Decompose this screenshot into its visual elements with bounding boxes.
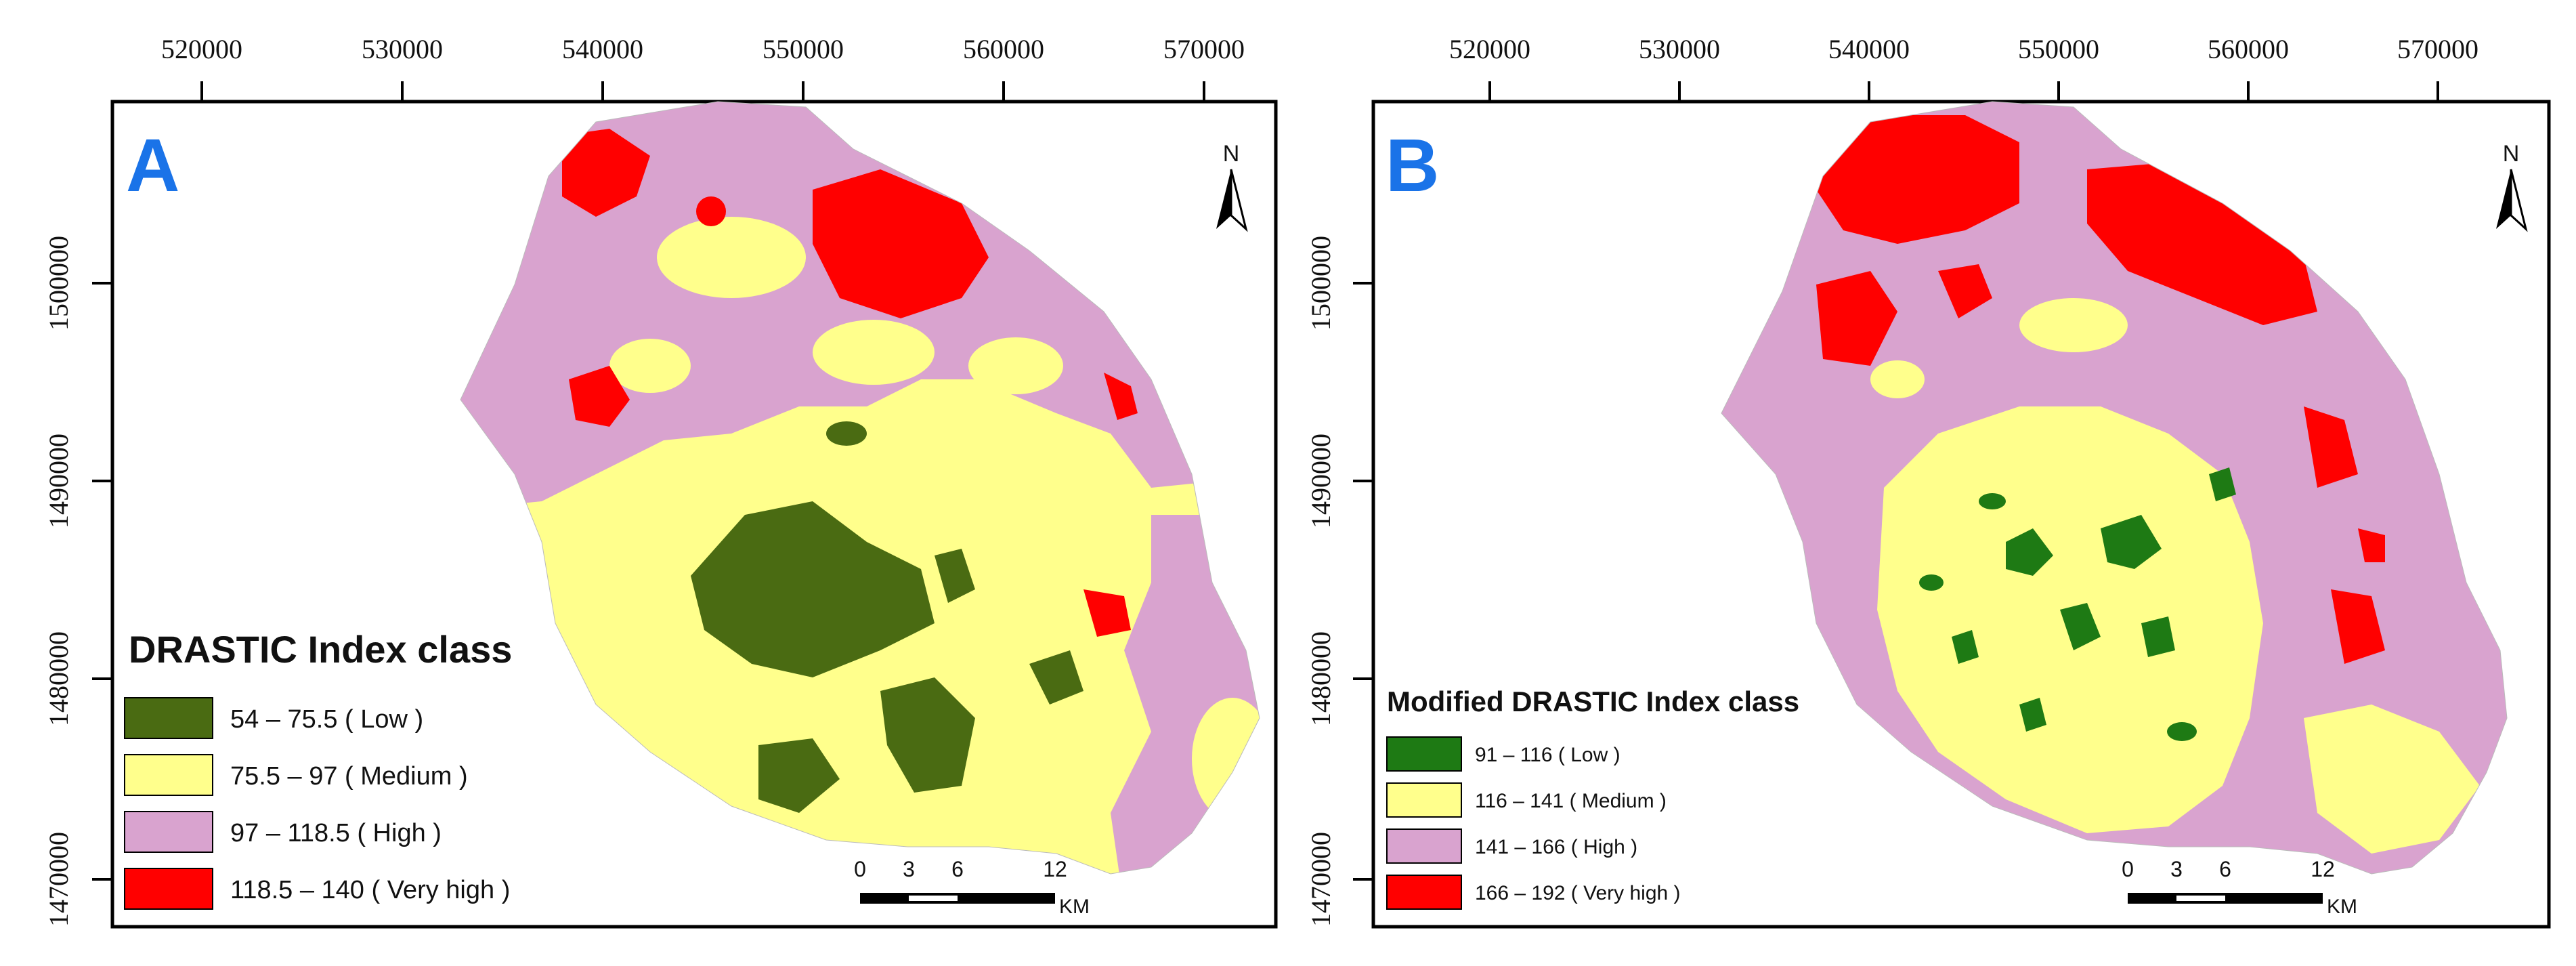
x-tick-label: 540000 bbox=[562, 34, 643, 64]
legend-swatch-high bbox=[124, 811, 213, 853]
scale-bar: 0 3 6 12 KM bbox=[2122, 857, 2357, 918]
legend-label: 54 – 75.5 ( Low ) bbox=[230, 705, 423, 734]
x-tick-label: 540000 bbox=[1828, 34, 1910, 64]
y-tick-label: 1500000 bbox=[43, 236, 74, 331]
legend-label: 75.5 – 97 ( Medium ) bbox=[230, 762, 468, 791]
legend-swatch-medium bbox=[124, 754, 213, 796]
x-tick-label: 560000 bbox=[2208, 34, 2289, 64]
x-axis-labels: 520000 530000 540000 550000 560000 57000… bbox=[1449, 34, 2478, 64]
frame-tick-marks bbox=[92, 81, 1205, 881]
y-tick-label: 1490000 bbox=[1306, 434, 1336, 528]
north-arrow-icon: N bbox=[2496, 141, 2528, 232]
map-panel-b: 520000 530000 540000 550000 560000 57000… bbox=[1288, 0, 2576, 966]
legend-label: 116 – 141 ( Medium ) bbox=[1475, 790, 1667, 812]
y-axis-labels: 1500000 1490000 1480000 1470000 bbox=[1306, 236, 1336, 927]
scale-tick-label: 0 bbox=[2122, 857, 2134, 881]
legend: DRASTIC Index class 54 – 75.5 ( Low ) 75… bbox=[124, 628, 512, 910]
x-tick-label: 520000 bbox=[161, 34, 242, 64]
legend-label: 91 – 116 ( Low ) bbox=[1475, 744, 1620, 766]
scale-tick-label: 0 bbox=[854, 857, 866, 881]
y-tick-label: 1480000 bbox=[43, 631, 74, 726]
legend-label: 141 – 166 ( High ) bbox=[1475, 836, 1637, 858]
north-label: N bbox=[2503, 141, 2520, 167]
study-area-map bbox=[1721, 102, 2507, 874]
x-axis-labels: 520000 530000 540000 550000 560000 57000… bbox=[161, 34, 1245, 64]
x-tick-label: 550000 bbox=[763, 34, 844, 64]
y-tick-label: 1490000 bbox=[43, 434, 74, 528]
x-tick-label: 530000 bbox=[362, 34, 443, 64]
y-tick-label: 1480000 bbox=[1306, 631, 1336, 726]
frame-tick-marks bbox=[1353, 81, 2439, 881]
north-label: N bbox=[1223, 141, 1240, 167]
study-area-outline bbox=[1721, 101, 2508, 875]
y-tick-label: 1500000 bbox=[1306, 236, 1336, 331]
scale-tick-label: 12 bbox=[2311, 857, 2335, 881]
x-tick-label: 530000 bbox=[1639, 34, 1720, 64]
scale-unit: KM bbox=[2327, 896, 2357, 918]
legend-swatch-very-high bbox=[1386, 875, 1462, 910]
scale-bar: 0 3 6 12 KM bbox=[854, 857, 1090, 918]
study-area-outline bbox=[460, 101, 1260, 875]
legend-swatch-very-high bbox=[124, 868, 213, 910]
panel-label: A bbox=[126, 124, 179, 207]
legend-swatch-low bbox=[124, 697, 213, 739]
panel-label: B bbox=[1386, 124, 1439, 207]
legend-swatch-high bbox=[1386, 828, 1462, 864]
x-tick-label: 570000 bbox=[1163, 34, 1245, 64]
y-axis-labels: 1500000 1490000 1480000 1470000 bbox=[43, 236, 74, 927]
x-tick-label: 550000 bbox=[2018, 34, 2099, 64]
legend-label: 97 – 118.5 ( High ) bbox=[230, 819, 442, 847]
x-tick-label: 560000 bbox=[963, 34, 1044, 64]
north-arrow-icon: N bbox=[1216, 141, 1248, 232]
legend-swatch-low bbox=[1386, 736, 1462, 772]
x-tick-label: 570000 bbox=[2397, 34, 2478, 64]
scale-tick-label: 6 bbox=[951, 857, 964, 881]
legend-swatch-medium bbox=[1386, 782, 1462, 818]
scale-tick-label: 3 bbox=[903, 857, 915, 881]
y-tick-label: 1470000 bbox=[1306, 832, 1336, 927]
scale-tick-label: 3 bbox=[2170, 857, 2183, 881]
legend: Modified DRASTIC Index class 91 – 116 ( … bbox=[1386, 686, 1799, 910]
scale-unit: KM bbox=[1059, 896, 1090, 918]
legend-label: 118.5 – 140 ( Very high ) bbox=[230, 876, 510, 904]
legend-label: 166 – 192 ( Very high ) bbox=[1475, 882, 1681, 904]
scale-tick-label: 12 bbox=[1043, 857, 1067, 881]
y-tick-label: 1470000 bbox=[43, 832, 74, 927]
legend-title: Modified DRASTIC Index class bbox=[1387, 686, 1799, 717]
x-tick-label: 520000 bbox=[1449, 34, 1530, 64]
scale-tick-label: 6 bbox=[2219, 857, 2231, 881]
legend-title: DRASTIC Index class bbox=[129, 628, 512, 671]
map-panel-a: 520000 530000 540000 550000 560000 57000… bbox=[43, 34, 1278, 929]
